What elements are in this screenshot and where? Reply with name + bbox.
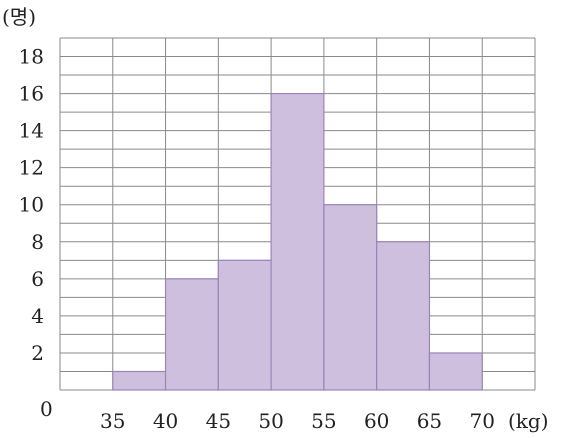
y-tick-label: 16 [19, 82, 44, 106]
histogram-bar [428, 352, 483, 391]
histogram-bar [217, 259, 272, 391]
y-tick-labels: 2 4 6 8 10 12 14 16 18 [19, 45, 44, 365]
x-axis-unit: (kg) [508, 409, 549, 433]
x-tick-label: 70 [469, 409, 494, 433]
x-tick-label: 60 [364, 409, 389, 433]
histogram-bar [112, 370, 167, 391]
bars [112, 92, 483, 391]
x-tick-label: 45 [206, 409, 231, 433]
y-tick-label: 6 [31, 267, 44, 291]
histogram-bar [323, 204, 378, 391]
y-axis-unit: (명) [2, 5, 36, 29]
histogram-bar [164, 278, 219, 391]
origin-label: 0 [40, 397, 53, 421]
y-tick-label: 12 [19, 156, 44, 180]
y-tick-label: 4 [31, 304, 44, 328]
histogram-bar [270, 92, 325, 391]
x-tick-label: 55 [311, 409, 336, 433]
y-tick-label: 14 [19, 119, 44, 143]
x-tick-labels: 35 40 45 50 55 60 65 70 [100, 409, 495, 433]
histogram-bar [376, 241, 431, 391]
y-tick-label: 10 [19, 193, 44, 217]
x-tick-label: 40 [153, 409, 178, 433]
x-tick-label: 65 [417, 409, 442, 433]
y-tick-label: 18 [19, 45, 44, 69]
x-tick-label: 50 [258, 409, 283, 433]
y-tick-label: 8 [31, 230, 44, 254]
y-tick-label: 2 [31, 341, 44, 365]
x-tick-label: 35 [100, 409, 125, 433]
